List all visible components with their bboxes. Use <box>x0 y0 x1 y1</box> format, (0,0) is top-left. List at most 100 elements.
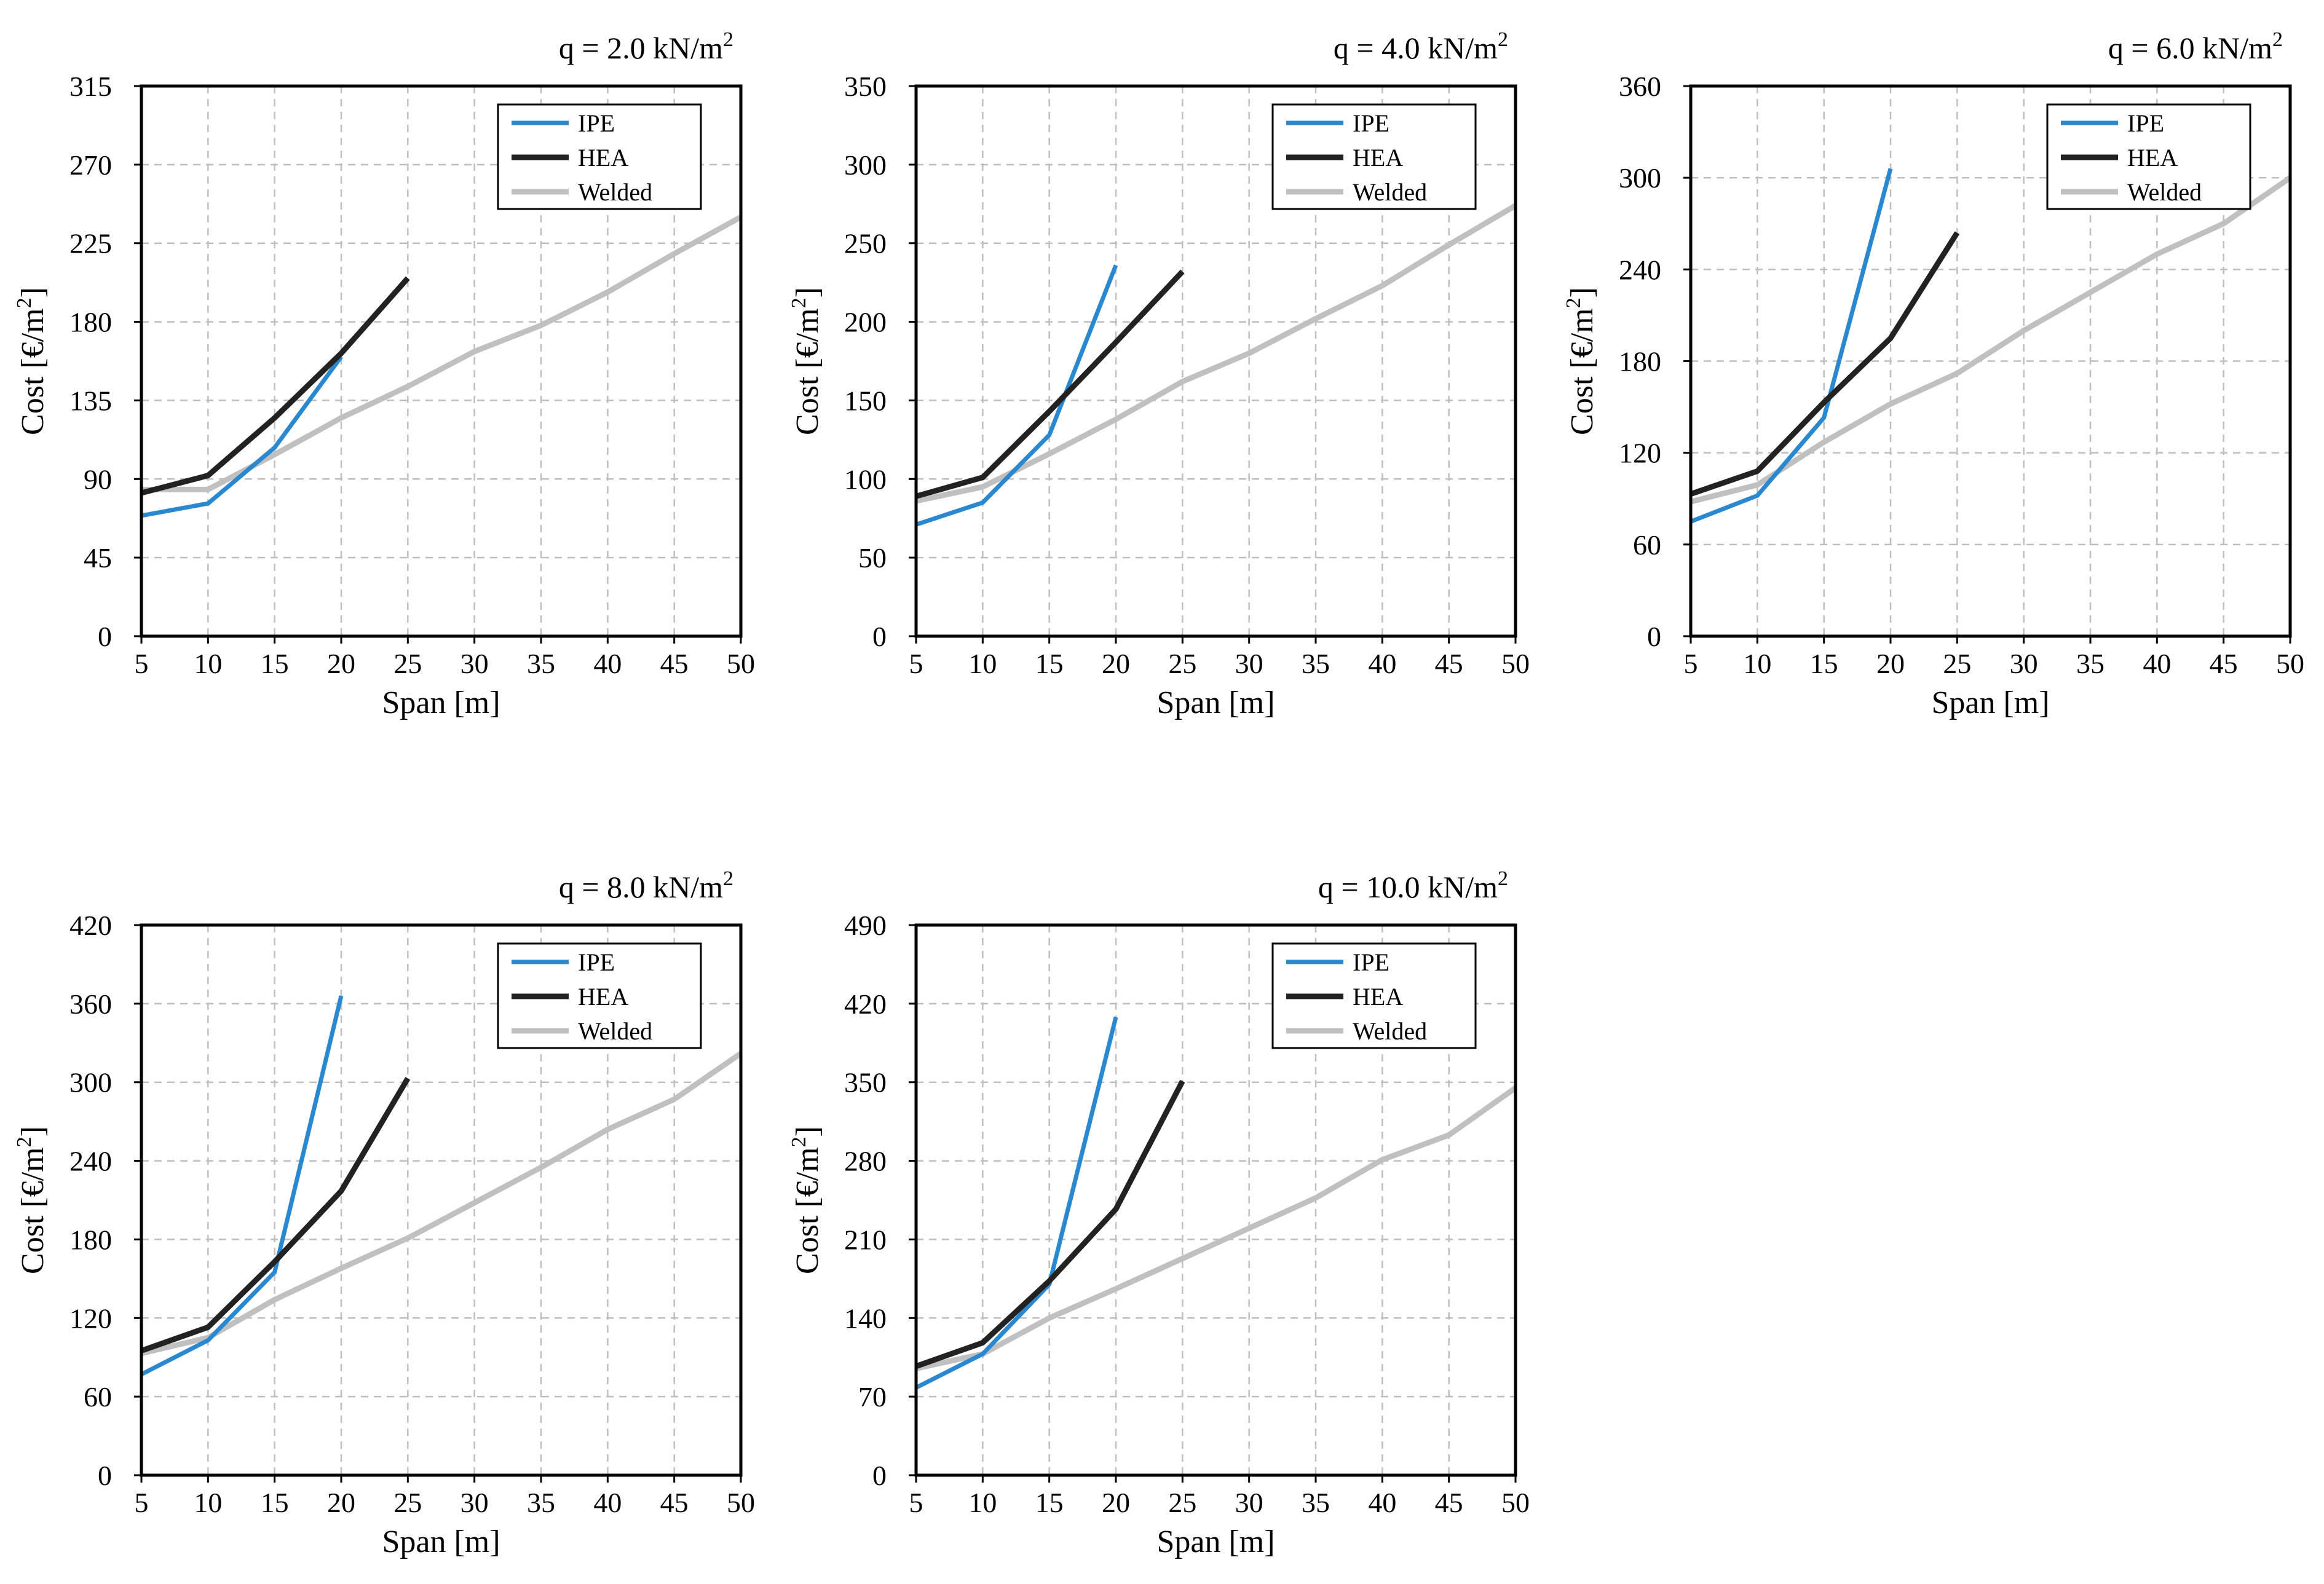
x-tick-label: 25 <box>393 1487 422 1518</box>
y-tick-label: 420 <box>844 988 887 1020</box>
y-tick-label: 0 <box>98 621 112 652</box>
x-tick-label: 5 <box>1684 648 1698 679</box>
series-line-welded <box>916 1086 1516 1371</box>
y-tick-label: 100 <box>844 463 887 495</box>
x-tick-label: 10 <box>968 648 997 679</box>
x-tick-label: 50 <box>2276 648 2304 679</box>
legend-label-welded: Welded <box>578 1017 652 1045</box>
legend: IPE HEA Welded <box>1271 942 1477 1049</box>
x-tick-label: 5 <box>909 1487 923 1518</box>
y-tick-label: 0 <box>98 1460 112 1491</box>
y-tick-label: 200 <box>844 307 887 338</box>
legend: IPE HEA Welded <box>1271 103 1477 210</box>
plot-frame <box>914 923 1517 1477</box>
y-tick-label: 60 <box>1633 529 1661 561</box>
x-tick-label: 20 <box>1102 648 1130 679</box>
y-tick-label: 240 <box>1619 254 1661 285</box>
chart-panel-1: 5 10 15 20 25 30 35 40 45 50 0 45 90 135 180 225 270 315 S… <box>13 28 755 720</box>
legend-label-hea: HEA <box>578 144 628 171</box>
x-tick-label: 35 <box>1302 1487 1330 1518</box>
legend-label-hea: HEA <box>1353 144 1403 171</box>
y-tick-label: 180 <box>69 307 112 338</box>
series-line-ipe <box>141 355 343 518</box>
y-tick-label: 250 <box>844 228 887 259</box>
y-axis-title: Cost [€/m2] <box>788 287 825 435</box>
y-axis-title: Cost [€/m2] <box>788 1126 825 1274</box>
x-tick-label: 35 <box>1302 648 1330 679</box>
x-axis-title: Span [m] <box>1156 685 1275 720</box>
x-axis-title: Span [m] <box>1931 685 2049 720</box>
x-tick-label: 40 <box>1368 648 1396 679</box>
x-tick-label: 5 <box>135 1487 149 1518</box>
y-axis-title: Cost [€/m2] <box>1562 287 1600 435</box>
x-tick-label: 50 <box>1501 1487 1530 1518</box>
y-tick-label: 350 <box>844 71 887 102</box>
x-tick-label: 15 <box>261 648 289 679</box>
y-tick-label: 360 <box>1619 71 1661 102</box>
x-tick-label: 20 <box>327 1487 355 1518</box>
x-tick-label: 15 <box>261 1487 289 1518</box>
y-tick-label: 420 <box>69 910 112 941</box>
x-tick-label: 50 <box>727 648 755 679</box>
y-tick-label: 180 <box>1619 346 1661 377</box>
chart-panel-2: 5 10 15 20 25 30 35 40 45 50 0 50 100 150 200 250 300 350… <box>788 28 1530 720</box>
series-line-ipe <box>141 995 344 1377</box>
x-tick-label: 45 <box>1435 648 1463 679</box>
x-tick-label: 5 <box>909 648 923 679</box>
y-tick-label: 225 <box>69 228 112 259</box>
legend-label-welded: Welded <box>578 178 652 206</box>
panel-title: q = 10.0 kN/m2 <box>1318 867 1508 904</box>
legend-label-ipe: IPE <box>2127 109 2164 137</box>
x-tick-label: 40 <box>593 648 622 679</box>
y-tick-label: 240 <box>69 1146 112 1177</box>
x-tick-label: 15 <box>1810 648 1838 679</box>
x-tick-label: 35 <box>2076 648 2105 679</box>
y-tick-label: 0 <box>872 621 887 652</box>
panel-title: q = 4.0 kN/m2 <box>1334 28 1508 65</box>
x-tick-label: 25 <box>1168 648 1196 679</box>
x-tick-label: 40 <box>1368 1487 1396 1518</box>
x-tick-label: 5 <box>135 648 149 679</box>
series-line-ipe <box>1691 168 1893 524</box>
y-tick-label: 0 <box>1647 621 1661 652</box>
series-group <box>141 215 741 518</box>
y-tick-label: 50 <box>858 542 887 573</box>
x-tick-label: 45 <box>660 648 689 679</box>
x-tick-label: 40 <box>2143 648 2171 679</box>
y-tick-label: 0 <box>872 1460 887 1491</box>
x-tick-label: 15 <box>1035 648 1064 679</box>
y-tick-label: 120 <box>1619 438 1661 469</box>
x-tick-label: 45 <box>2210 648 2238 679</box>
x-tick-label: 20 <box>1876 648 1905 679</box>
y-tick-label: 45 <box>84 542 112 573</box>
y-tick-label: 300 <box>844 149 887 181</box>
y-tick-label: 360 <box>69 988 112 1020</box>
x-tick-label: 35 <box>527 648 555 679</box>
x-tick-label: 15 <box>1035 1487 1064 1518</box>
series-line-hea <box>916 269 1185 499</box>
panel-title: q = 6.0 kN/m2 <box>2108 28 2283 65</box>
legend: IPE HEA Welded <box>497 103 702 210</box>
x-tick-label: 25 <box>393 648 422 679</box>
x-tick-label: 45 <box>1435 1487 1463 1518</box>
y-tick-label: 150 <box>844 385 887 416</box>
series-group <box>916 1016 1516 1390</box>
x-tick-label: 30 <box>1235 648 1263 679</box>
y-axis-title: Cost [€/m2] <box>13 1126 50 1274</box>
series-group <box>916 203 1516 527</box>
x-tick-label: 45 <box>660 1487 689 1518</box>
legend-label-ipe: IPE <box>578 948 615 976</box>
y-tick-label: 300 <box>69 1067 112 1098</box>
series-line-hea <box>1691 231 1960 497</box>
legend: IPE HEA Welded <box>497 942 702 1049</box>
legend: IPE HEA Welded <box>2046 103 2251 210</box>
legend-label-welded: Welded <box>2127 178 2202 206</box>
panel-title: q = 8.0 kN/m2 <box>559 867 733 904</box>
series-line-ipe <box>916 264 1118 527</box>
x-tick-label: 20 <box>1102 1487 1130 1518</box>
legend-label-ipe: IPE <box>1353 948 1389 976</box>
x-tick-label: 20 <box>327 648 355 679</box>
legend-label-ipe: IPE <box>1353 109 1389 137</box>
series-line-hea <box>141 1077 411 1353</box>
x-tick-label: 10 <box>194 648 222 679</box>
